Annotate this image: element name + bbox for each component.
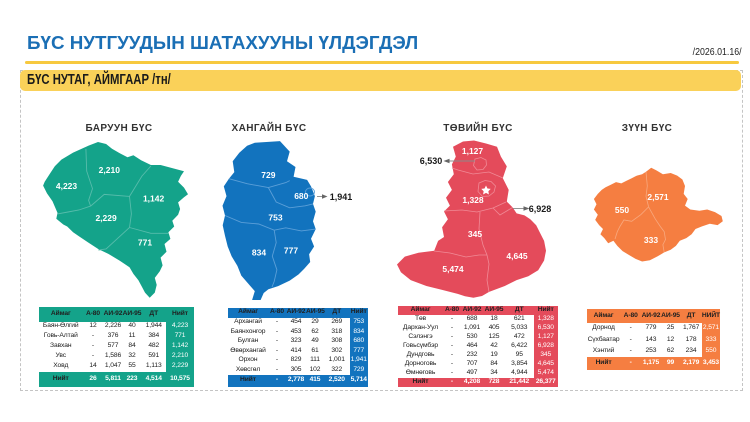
svg-text:333: 333 — [644, 235, 658, 245]
svg-text:777: 777 — [284, 245, 298, 255]
svg-text:834: 834 — [252, 247, 266, 257]
svg-text:6,928: 6,928 — [529, 204, 552, 214]
svg-text:729: 729 — [261, 170, 275, 180]
svg-text:2,571: 2,571 — [647, 192, 669, 202]
svg-text:2,210: 2,210 — [99, 165, 121, 175]
svg-text:4,223: 4,223 — [56, 181, 78, 191]
svg-text:1,941: 1,941 — [330, 192, 353, 202]
svg-text:345: 345 — [468, 229, 482, 239]
svg-text:550: 550 — [615, 205, 629, 215]
svg-text:680: 680 — [294, 191, 308, 201]
svg-text:2,229: 2,229 — [95, 213, 117, 223]
svg-text:1,328: 1,328 — [462, 195, 484, 205]
svg-text:6,530: 6,530 — [420, 156, 443, 166]
svg-text:1,142: 1,142 — [143, 193, 165, 203]
svg-text:753: 753 — [268, 212, 282, 222]
svg-text:5,474: 5,474 — [442, 264, 464, 274]
svg-text:4,645: 4,645 — [506, 251, 528, 261]
svg-text:1,127: 1,127 — [462, 146, 484, 156]
svg-text:771: 771 — [138, 237, 152, 247]
